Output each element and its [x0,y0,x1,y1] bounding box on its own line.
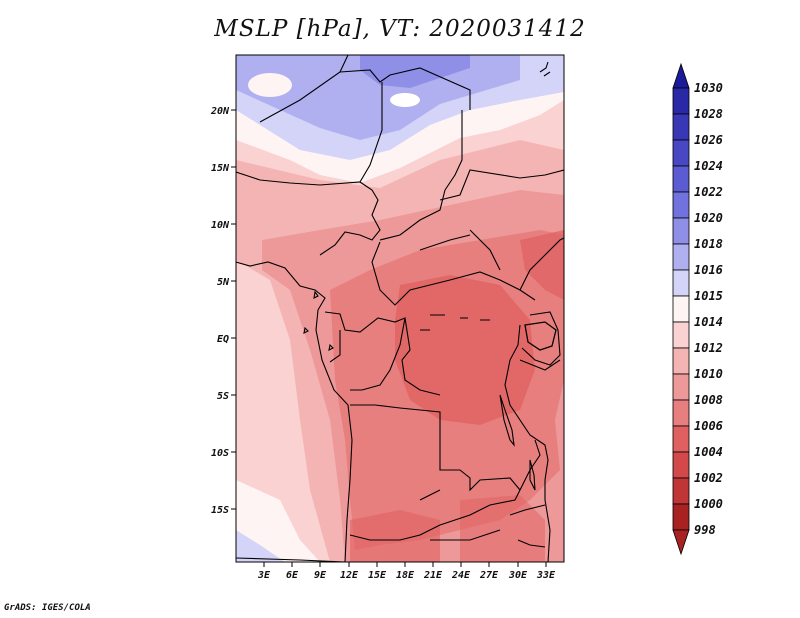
colorbar-swatch [672,373,690,401]
lat-label: 15N [211,163,230,174]
colorbar-swatch [672,269,690,297]
colorbar-swatch [672,165,690,193]
colorbar-label: 1010 [694,367,723,381]
colorbar: 1030 1028 1026 1024 1022 1020 1018 1016 1015 1014… [672,62,723,556]
lon-label: 24E [451,570,471,581]
lat-label: EQ [217,334,229,345]
colorbar-swatch [672,113,690,141]
lon-label: 12E [340,570,359,581]
lat-label: 5S [217,391,229,402]
lon-label: 18E [396,570,415,581]
colorbar-label: 1008 [694,393,723,407]
colorbar-swatch [672,451,690,479]
colorbar-swatch [672,347,690,375]
colorbar-swatch [672,87,690,115]
lon-label: 30E [508,570,528,581]
country-borders [236,55,564,562]
longitude-axis: 3E 6E 9E 12E 15E 18E 21E 24E 27E 30E 33E [257,562,556,581]
colorbar-label: 1006 [694,419,723,433]
colorbar-swatch [672,321,690,349]
colorbar-label: 1024 [694,159,723,173]
colorbar-top-arrow [672,62,690,89]
colorbar-label: 1030 [694,81,723,95]
lon-label: 15E [368,570,387,581]
lat-label: 10S [211,448,229,459]
map-title: MSLP [hPa], VT: 2020031412 [214,16,586,42]
colorbar-label: 1012 [694,341,723,355]
lon-label: 3E [257,570,271,581]
colorbar-label: 1016 [694,263,723,277]
lon-label: 9E [314,570,327,581]
colorbar-label: 1020 [694,211,723,225]
colorbar-label: 1000 [694,497,723,511]
colorbar-label: 998 [694,523,716,537]
colorbar-swatch [672,399,690,427]
colorbar-swatch [672,295,690,323]
lat-label: 10N [211,220,230,231]
colorbar-swatch [672,243,690,271]
colorbar-label: 1015 [694,289,723,303]
lat-label: 20N [210,106,230,117]
latitude-axis: 20N 15N 10N 5N EQ 5S 10S 15S [210,106,236,516]
colorbar-swatch [672,217,690,245]
lon-label: 33E [536,570,556,581]
lat-label: 15S [211,505,229,516]
colorbar-label: 1002 [694,471,723,485]
lon-label: 21E [423,570,443,581]
colorbar-label: 1026 [694,133,723,147]
colorbar-swatch [672,425,690,453]
colorbar-swatch [672,139,690,167]
grads-credit: GrADS: IGES/COLA [4,603,91,613]
lat-label: 5N [217,277,230,288]
pressure-field [236,55,564,562]
colorbar-label: 1018 [694,237,723,251]
colorbar-swatch [672,191,690,219]
colorbar-swatch [672,503,690,531]
lon-label: 27E [479,570,499,581]
map-frame [235,54,565,563]
colorbar-bottom-arrow [672,529,690,556]
lon-label: 6E [286,570,299,581]
colorbar-label: 1028 [694,107,723,121]
colorbar-label: 1022 [694,185,723,199]
colorbar-label: 1004 [694,445,723,459]
colorbar-swatch [672,477,690,505]
colorbar-label: 1014 [694,315,723,329]
